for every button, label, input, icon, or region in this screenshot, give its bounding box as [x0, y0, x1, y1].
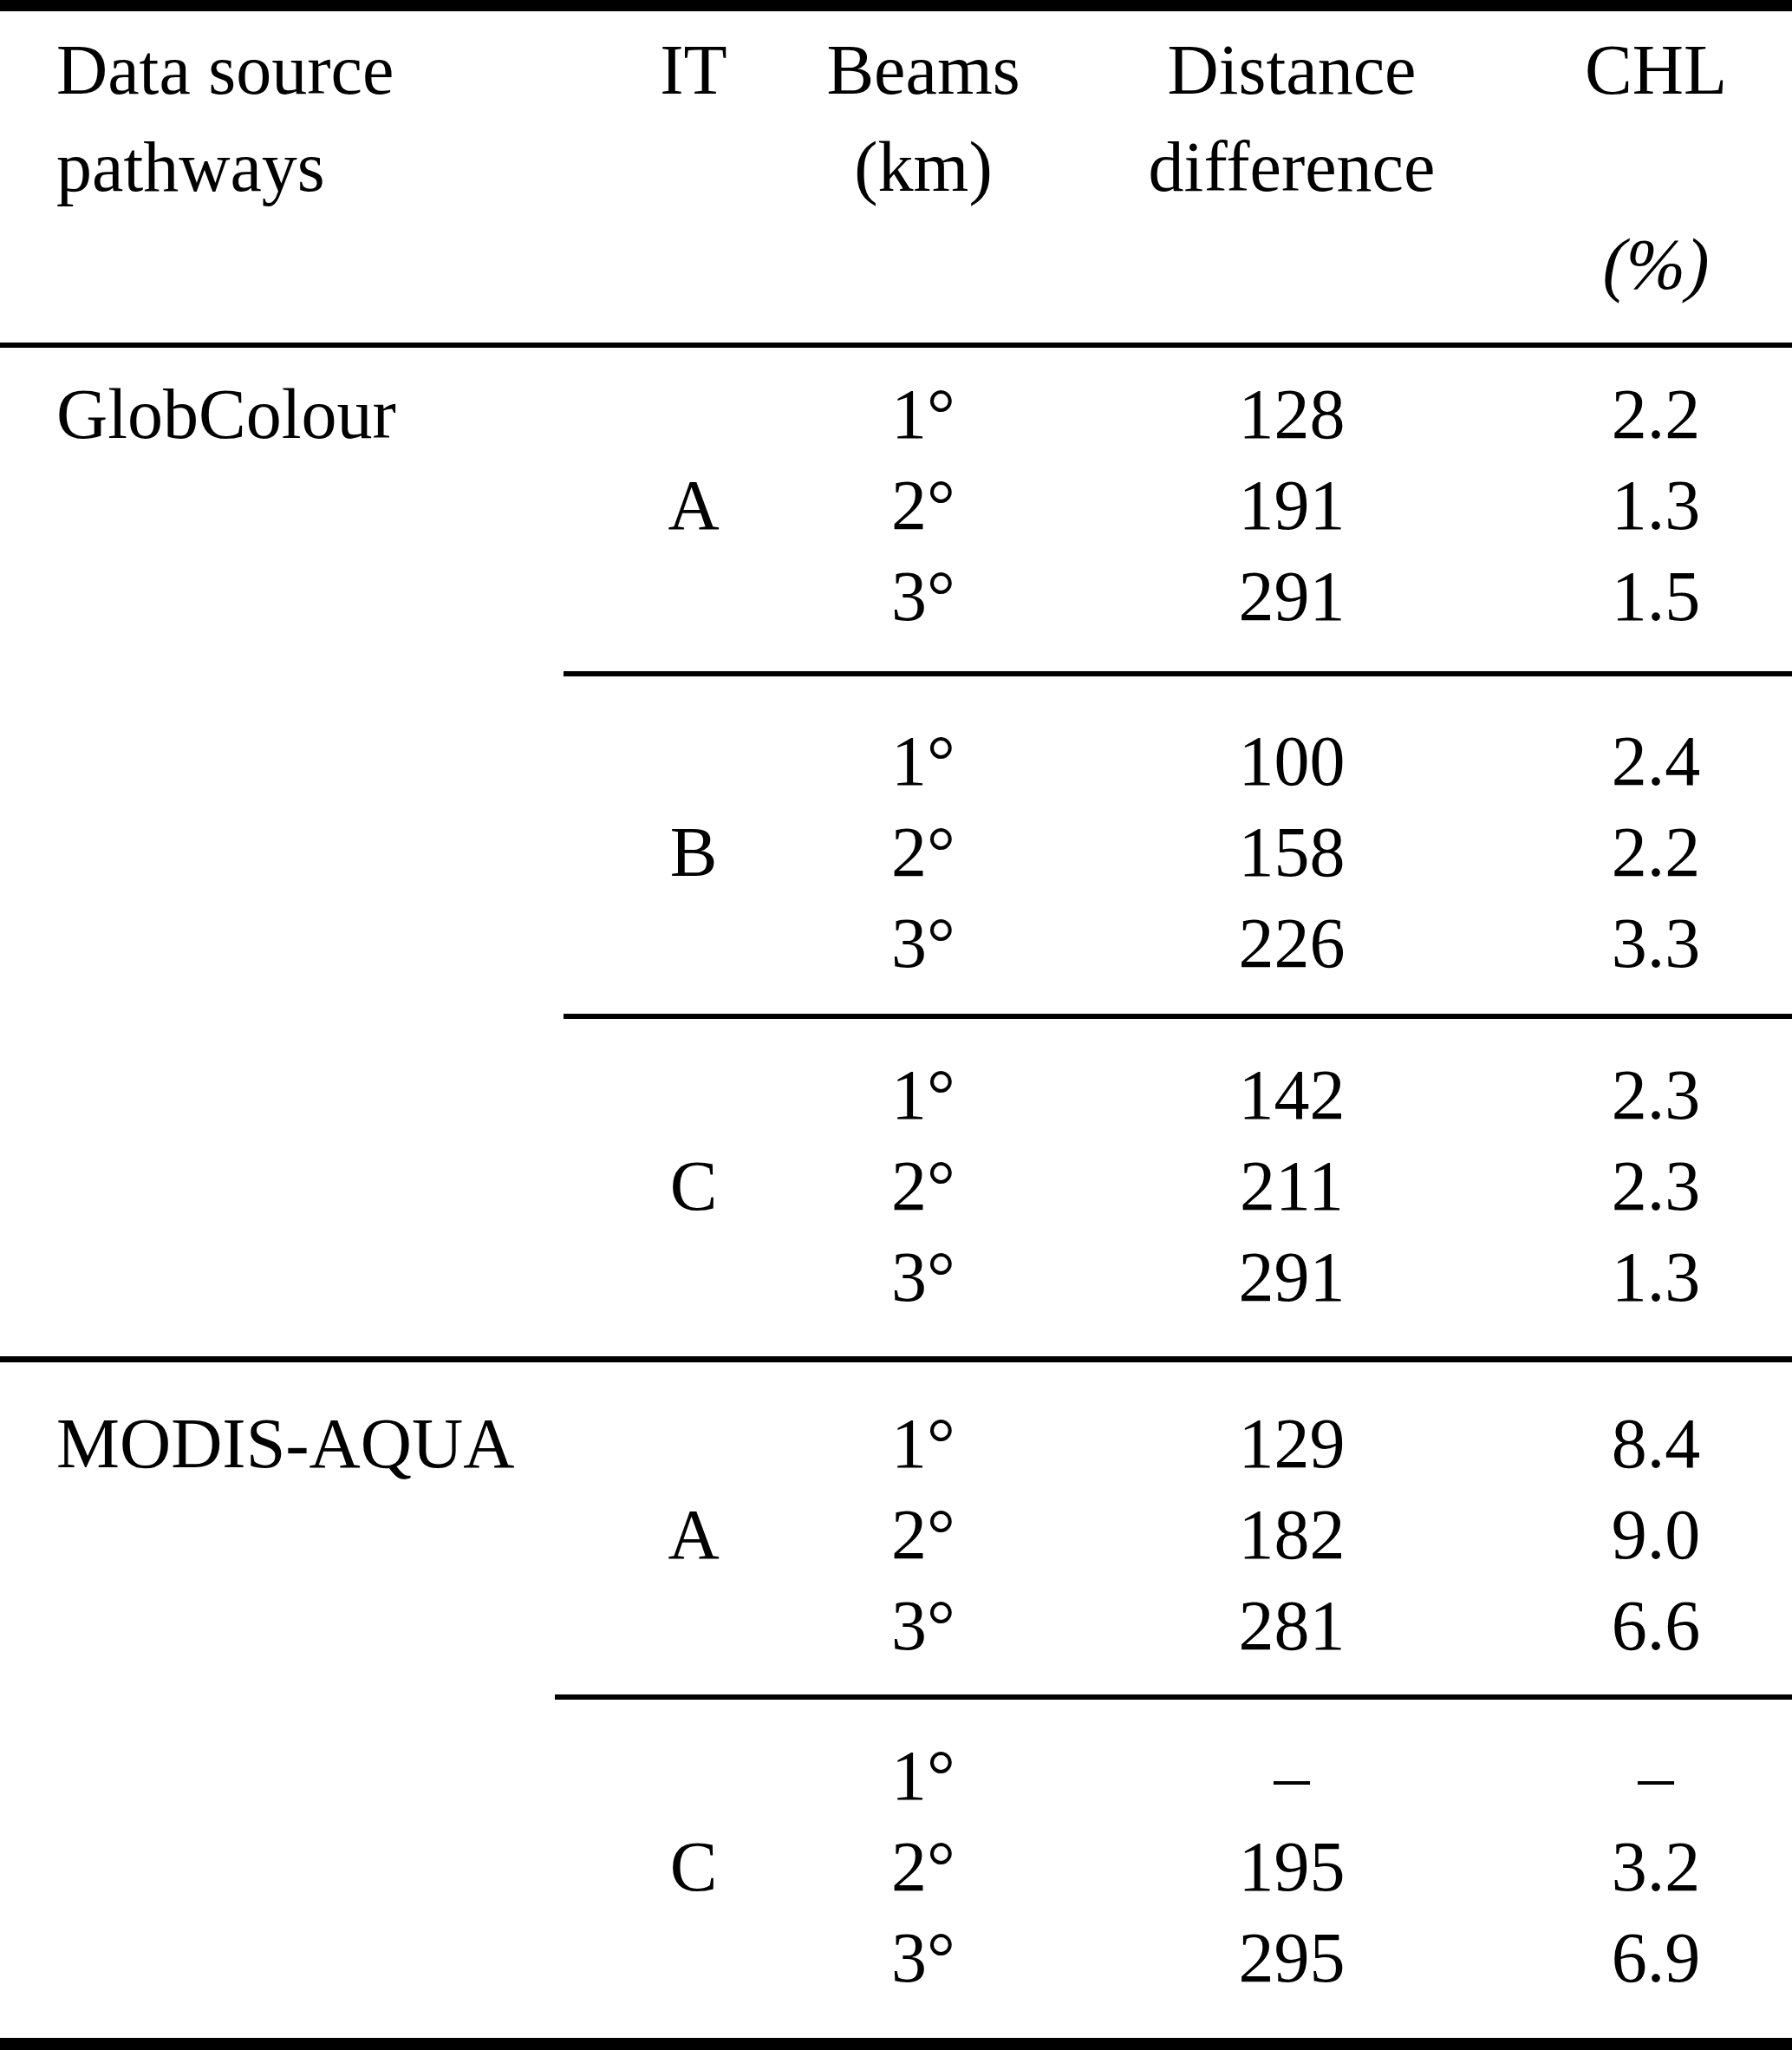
cell-distance: –: [1023, 1735, 1561, 1817]
table-row: 3° 226 3.3: [0, 898, 1792, 989]
cell-beams: 2°: [824, 1494, 1023, 1576]
col-header-distance-difference: Distance difference: [1023, 22, 1561, 216]
cell-beams: 1°: [824, 1735, 1023, 1817]
cell-distance: 211: [1023, 1146, 1561, 1227]
col-header-line: difference: [1023, 119, 1561, 216]
cell-chl: 6.9: [1561, 1917, 1751, 1999]
col-header-line: (%): [1561, 216, 1751, 313]
cell-it: A: [564, 1494, 824, 1576]
cell-chl: 1.3: [1561, 1237, 1751, 1318]
cline-modis-a-c: [555, 1694, 1792, 1700]
cell-beams: 3°: [824, 556, 1023, 637]
col-header-line: (km): [824, 119, 1023, 216]
cell-it: C: [564, 1146, 824, 1227]
cell-beams: 3°: [824, 1585, 1023, 1667]
cell-beams: 2°: [824, 1826, 1023, 1908]
cell-beams: 3°: [824, 1237, 1023, 1318]
cline-globcolour-a-b: [564, 671, 1792, 676]
cell-chl: 3.3: [1561, 903, 1751, 984]
cell-chl: 1.3: [1561, 465, 1751, 546]
cell-distance: 291: [1023, 556, 1561, 637]
table-row: MODIS-AQUA 1° 129 8.4: [0, 1398, 1792, 1489]
col-header-it: IT: [564, 22, 824, 119]
col-header-line: CHL: [1561, 22, 1751, 119]
cell-chl: 2.3: [1561, 1054, 1751, 1136]
cell-distance: 195: [1023, 1826, 1561, 1908]
cell-beams: 2°: [824, 1146, 1023, 1227]
table-row: 3° 281 6.6: [0, 1580, 1792, 1671]
cell-distance: 295: [1023, 1917, 1561, 1999]
table-row: 3° 291 1.5: [0, 551, 1792, 642]
header-rule: [0, 343, 1792, 348]
col-header-line: Distance: [1023, 22, 1561, 119]
cell-chl: 6.6: [1561, 1585, 1751, 1667]
col-header-line: Beams: [824, 22, 1023, 119]
cell-chl: 3.2: [1561, 1826, 1751, 1908]
cell-chl: 2.2: [1561, 374, 1751, 455]
cell-it: B: [564, 812, 824, 893]
table-row: C 2° 195 3.2: [0, 1821, 1792, 1912]
header-spacer: [1561, 119, 1751, 216]
cell-chl: 1.5: [1561, 556, 1751, 637]
bottom-rule: [0, 2038, 1792, 2050]
cell-distance: 129: [1023, 1403, 1561, 1485]
cell-it: C: [564, 1826, 824, 1908]
cell-chl: 9.0: [1561, 1494, 1751, 1576]
col-header-data-source-pathways: Data source pathways: [56, 22, 564, 216]
col-header-line: pathways: [56, 119, 564, 216]
table-row: GlobColour 1° 128 2.2: [0, 369, 1792, 460]
cell-distance: 226: [1023, 903, 1561, 984]
cell-chl: 2.2: [1561, 812, 1751, 893]
col-header-beams: Beams (km): [824, 22, 1023, 216]
cell-beams: 2°: [824, 812, 1023, 893]
cell-distance: 142: [1023, 1054, 1561, 1136]
cell-beams: 1°: [824, 1403, 1023, 1485]
cell-distance: 182: [1023, 1494, 1561, 1576]
col-header-line: IT: [564, 22, 824, 119]
table-figure: Data source pathways IT Beams (km) Dista…: [0, 0, 1792, 2050]
top-rule: [0, 0, 1792, 11]
table-row: A 2° 191 1.3: [0, 460, 1792, 551]
cell-chl: 2.3: [1561, 1146, 1751, 1227]
cell-distance: 100: [1023, 721, 1561, 802]
cell-beams: 2°: [824, 465, 1023, 546]
cell-distance: 158: [1023, 812, 1561, 893]
cell-distance: 291: [1023, 1237, 1561, 1318]
cell-chl: –: [1561, 1735, 1751, 1817]
cline-globcolour-b-c: [564, 1014, 1792, 1019]
table-row: C 2° 211 2.3: [0, 1140, 1792, 1231]
table-row: 1° 100 2.4: [0, 715, 1792, 806]
cell-it: A: [564, 465, 824, 546]
table-row: 3° 295 6.9: [0, 1912, 1792, 2003]
cell-beams: 3°: [824, 1917, 1023, 1999]
table-row: 3° 291 1.3: [0, 1231, 1792, 1322]
cell-beams: 3°: [824, 903, 1023, 984]
col-header-chl: CHL (%): [1561, 22, 1751, 313]
cell-distance: 281: [1023, 1585, 1561, 1667]
col-header-line: Data source: [56, 22, 564, 119]
table-row: B 2° 158 2.2: [0, 806, 1792, 898]
cell-data-source: MODIS-AQUA: [0, 1403, 564, 1485]
table-row: A 2° 182 9.0: [0, 1489, 1792, 1580]
section-rule: [0, 1356, 1792, 1362]
cell-chl: 8.4: [1561, 1403, 1751, 1485]
cell-beams: 1°: [824, 721, 1023, 802]
table-row: 1° – –: [0, 1730, 1792, 1821]
cell-data-source: GlobColour: [0, 374, 564, 455]
cell-chl: 2.4: [1561, 721, 1751, 802]
cell-beams: 1°: [824, 374, 1023, 455]
cell-distance: 128: [1023, 374, 1561, 455]
cell-beams: 1°: [824, 1054, 1023, 1136]
cell-distance: 191: [1023, 465, 1561, 546]
table-row: 1° 142 2.3: [0, 1049, 1792, 1140]
